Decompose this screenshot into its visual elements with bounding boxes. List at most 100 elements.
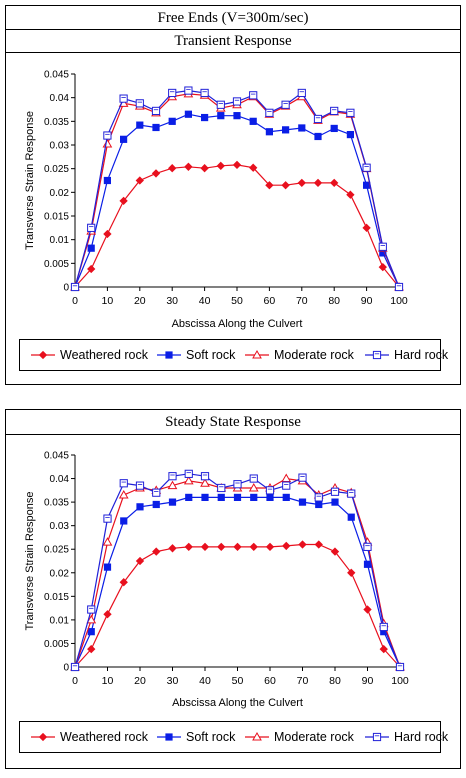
legend-swatch	[365, 350, 389, 360]
y-tick-label: 0.025	[44, 545, 69, 556]
steady-legend: Weathered rock Soft rock Moderate rock Hard…	[19, 721, 448, 753]
legend-label: Weathered rock	[60, 730, 149, 744]
data-point	[232, 160, 242, 170]
y-tick-label: 0.01	[50, 615, 70, 626]
x-tick-label: 60	[264, 295, 276, 307]
series-weathered-rock	[70, 160, 404, 292]
data-point	[183, 475, 194, 485]
data-point	[330, 106, 339, 116]
data-point	[86, 614, 97, 624]
data-point	[363, 605, 372, 614]
data-point	[250, 493, 258, 502]
legend-label: Hard rock	[394, 730, 449, 744]
data-point	[314, 132, 322, 141]
legend-item-hard-rock: Hard rock	[364, 340, 448, 370]
legend-label: Hard rock	[394, 348, 449, 362]
y-tick-label: 0.035	[44, 117, 69, 128]
data-point	[249, 117, 257, 125]
legend-swatch-marker	[372, 350, 382, 360]
data-point	[330, 124, 338, 133]
data-point	[249, 163, 258, 172]
data-point	[346, 130, 355, 139]
data-point	[70, 282, 80, 292]
data-point	[282, 481, 291, 490]
data-point	[217, 112, 225, 120]
data-point	[233, 480, 242, 489]
data-point	[363, 560, 372, 568]
y-tick-label: 0.02	[50, 568, 70, 579]
data-point	[119, 196, 128, 206]
x-tick-label: 100	[391, 675, 409, 687]
data-point	[378, 242, 387, 251]
series-line	[74, 89, 400, 288]
x-tick-label: 90	[361, 295, 373, 307]
data-point	[249, 542, 258, 552]
legend-label: Moderate rock	[274, 348, 354, 362]
data-point	[87, 223, 96, 232]
legend-swatch-marker	[252, 349, 262, 359]
data-point	[119, 479, 128, 488]
x-tick-label: 40	[199, 675, 211, 687]
data-point	[184, 110, 192, 118]
data-point	[168, 88, 177, 98]
legend-swatch-marker	[165, 733, 173, 741]
legend-label: Soft rock	[186, 730, 236, 744]
data-point	[216, 100, 225, 109]
data-point	[120, 135, 128, 143]
data-point	[281, 100, 290, 109]
y-tick-label: 0.04	[50, 474, 70, 485]
data-point	[103, 229, 112, 239]
y-tick-label: 0.03	[50, 141, 70, 152]
data-point	[185, 493, 193, 502]
data-point	[298, 498, 307, 506]
data-point	[119, 94, 128, 103]
y-tick-label: 0.03	[50, 521, 70, 532]
y-tick-label: 0.045	[44, 451, 69, 462]
x-tick-label: 10	[102, 675, 114, 687]
legend-swatch	[31, 350, 55, 360]
legend-swatch-marker	[372, 732, 382, 742]
data-point	[347, 513, 355, 521]
data-point	[363, 542, 372, 551]
data-point	[330, 178, 339, 188]
data-point	[282, 541, 291, 551]
legend-label: Weathered rock	[60, 348, 149, 362]
data-point	[265, 108, 274, 117]
data-point	[103, 176, 111, 185]
x-tick-label: 20	[134, 675, 146, 687]
data-point	[152, 547, 161, 556]
steady-chart-title: Steady State Response	[165, 414, 301, 430]
data-point	[281, 126, 290, 134]
data-point	[216, 161, 225, 170]
legend-label: Moderate rock	[274, 730, 354, 744]
data-point	[248, 482, 259, 492]
legend-swatch-marker	[38, 350, 48, 360]
x-tick-label: 60	[264, 675, 276, 687]
data-point	[136, 503, 144, 511]
y-tick-label: 0.02	[50, 188, 70, 199]
legend-item-weathered-rock: Weathered rock	[30, 722, 148, 752]
data-point	[135, 99, 144, 108]
y-tick-label: 0.015	[44, 212, 69, 223]
data-point	[378, 262, 387, 272]
data-point	[314, 540, 323, 549]
data-point	[362, 181, 371, 189]
data-point	[249, 474, 258, 483]
data-point	[297, 88, 306, 98]
x-tick-label: 30	[166, 295, 178, 307]
data-point	[152, 488, 161, 497]
x-tick-label: 70	[296, 295, 308, 307]
legend-swatch	[245, 731, 269, 741]
data-point	[167, 480, 178, 490]
x-tick-label: 20	[134, 295, 146, 307]
x-axis-label: Abscissa Along the Culvert	[172, 697, 303, 709]
data-point	[362, 223, 371, 232]
data-point	[298, 124, 306, 132]
data-point	[265, 181, 274, 190]
data-point	[70, 662, 80, 672]
x-axis-label: Abscissa Along the Culvert	[172, 318, 303, 330]
data-point	[200, 472, 210, 481]
data-point	[265, 128, 274, 136]
data-point	[330, 487, 340, 496]
data-point	[313, 114, 323, 124]
